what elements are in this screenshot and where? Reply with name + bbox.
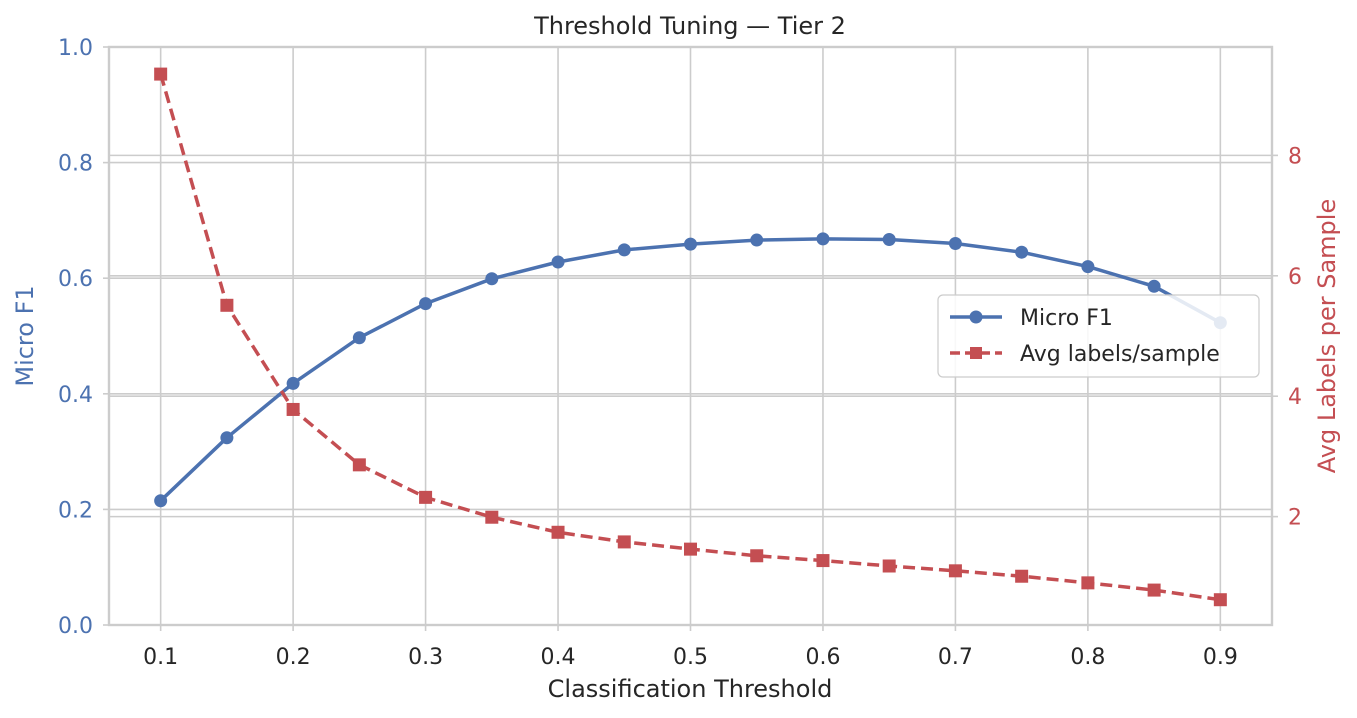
data-point-micro-f1 (882, 232, 896, 246)
x-tick-label: 0.8 (1070, 645, 1105, 670)
data-point-avg-labels-sample (220, 298, 234, 312)
data-point-micro-f1 (286, 376, 300, 390)
legend-box (937, 294, 1260, 378)
data-point-avg-labels-sample (154, 67, 168, 81)
data-point-avg-labels-sample (684, 542, 697, 556)
data-point-avg-labels-sample (1147, 583, 1161, 597)
data-point-avg-labels-sample (882, 559, 896, 573)
y-right-tick-label: 4 (1288, 385, 1302, 410)
data-point-micro-f1 (617, 243, 631, 257)
y-axis-right-title: Avg Labels per Sample (1313, 199, 1341, 473)
data-point-micro-f1 (419, 297, 433, 311)
y-right-tick-label: 6 (1288, 265, 1302, 290)
data-point-micro-f1 (816, 232, 830, 246)
x-tick-label: 0.5 (673, 645, 708, 670)
data-point-micro-f1 (1147, 279, 1161, 293)
x-tick-label: 0.2 (276, 645, 311, 670)
data-point-micro-f1 (154, 494, 168, 508)
data-point-avg-labels-sample (816, 554, 830, 568)
data-point-micro-f1 (948, 237, 962, 251)
data-point-avg-labels-sample (286, 402, 300, 416)
data-point-avg-labels-sample (551, 525, 565, 539)
data-point-micro-f1 (485, 272, 499, 286)
x-tick-label: 0.4 (541, 645, 576, 670)
data-point-micro-f1 (220, 431, 234, 445)
data-point-avg-labels-sample (617, 535, 631, 549)
y-left-tick-label: 0.0 (58, 614, 93, 639)
data-point-avg-labels-sample (750, 549, 764, 563)
data-point-avg-labels-sample (948, 564, 962, 578)
x-tick-label: 0.9 (1203, 645, 1238, 670)
data-point-avg-labels-sample (352, 458, 366, 472)
y-axis-left-title: Micro F1 (11, 285, 39, 386)
y-left-tick-label: 0.6 (58, 267, 93, 292)
data-point-avg-labels-sample (419, 490, 433, 504)
y-left-tick-label: 0.4 (58, 383, 93, 408)
data-point-avg-labels-sample (1015, 569, 1029, 583)
data-point-avg-labels-sample (1213, 593, 1227, 607)
legend-label-micro-f1: Micro F1 (1020, 306, 1113, 331)
chart-title: Threshold Tuning — Tier 2 (533, 12, 846, 40)
y-left-tick-label: 0.8 (58, 152, 93, 177)
y-right-tick-label: 8 (1288, 144, 1302, 169)
data-point-micro-f1 (1081, 260, 1095, 274)
legend-marker-micro-f1 (969, 310, 983, 324)
tick-labels: 0.1 0.2 0.3 0.4 0.5 0.6 0.7 0.8 0.9 0.0 0.2 0.4 0.6 0… (58, 36, 1302, 670)
y-right-tick-label: 2 (1288, 506, 1302, 531)
x-tick-label: 0.1 (143, 645, 178, 670)
y-left-tick-label: 0.2 (58, 498, 93, 523)
legend-marker-avg-labels (970, 347, 982, 359)
y-left-tick-label: 1.0 (58, 36, 93, 61)
data-point-micro-f1 (352, 331, 366, 345)
x-axis-title: Classification Threshold (548, 675, 833, 703)
series-layer (154, 67, 1227, 607)
data-point-micro-f1 (551, 255, 565, 269)
legend-label-avg-labels: Avg labels/sample (1020, 342, 1220, 367)
data-point-avg-labels-sample (485, 510, 499, 524)
x-tick-label: 0.6 (805, 645, 840, 670)
x-tick-label: 0.7 (938, 645, 973, 670)
data-point-micro-f1 (1015, 245, 1029, 259)
data-point-avg-labels-sample (1081, 576, 1095, 590)
data-point-micro-f1 (750, 233, 764, 247)
legend: Micro F1 Avg labels/sample (937, 294, 1260, 378)
data-point-micro-f1 (684, 237, 697, 251)
x-tick-label: 0.3 (408, 645, 443, 670)
